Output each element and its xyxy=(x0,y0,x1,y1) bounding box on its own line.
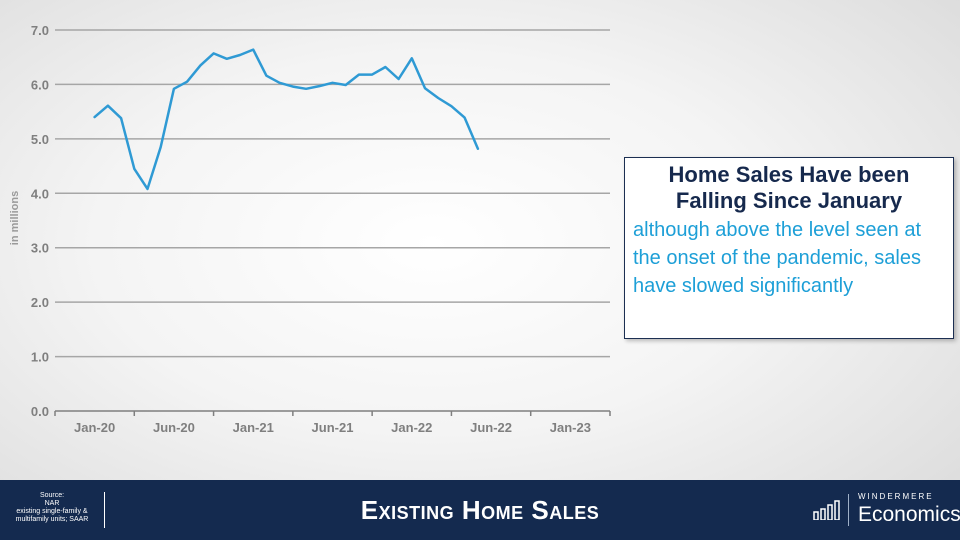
source-name: NAR xyxy=(44,500,60,507)
source-note: Source: NAR existing single-family & mul… xyxy=(0,492,104,524)
series-line xyxy=(93,48,480,191)
x-tick-label: Jun-22 xyxy=(470,420,512,435)
logo-wordmark-small: WINDERMERE xyxy=(858,492,934,501)
callout-body: although above the level seen at the ons… xyxy=(633,219,921,297)
x-tick-label: Jan-20 xyxy=(74,420,115,435)
x-tick-label: Jan-21 xyxy=(233,420,274,435)
y-tick-label: 5.0 xyxy=(31,132,49,147)
callout-title: Home Sales Have been Falling Since Janua… xyxy=(668,162,910,213)
source-divider xyxy=(104,492,105,528)
x-axis: Jan-20 Jun-20 Jan-21 Jun-21 Jan-22 Jun-22 Jan-… xyxy=(54,410,611,435)
bar-chart-logo-icon xyxy=(813,500,840,520)
x-tick-label: Jun-21 xyxy=(312,420,354,435)
y-axis-label: in millions xyxy=(9,191,21,245)
x-tick-label: Jan-22 xyxy=(391,420,432,435)
y-tick-label: 6.0 xyxy=(31,77,49,92)
y-tick-labels: 0.0 1.0 2.0 3.0 4.0 5.0 6.0 7.0 xyxy=(31,23,49,419)
logo-divider xyxy=(848,494,849,526)
slide-title: Existing Home Sales xyxy=(360,494,600,525)
line-chart: 0.01.02.03.04.05.06.07.0 Jan-20 Jun-20 Jan… xyxy=(9,23,611,435)
y-tick-label: 1.0 xyxy=(31,350,49,365)
y-tick-label: 2.0 xyxy=(31,295,49,310)
y-tick-label: 0.0 xyxy=(31,404,49,419)
logo-wordmark-big: Economics xyxy=(858,503,960,526)
gridlines xyxy=(55,29,610,358)
source-label: Source: xyxy=(39,492,65,499)
footer-bar: Source: NAR existing single-family & mul… xyxy=(0,480,960,540)
callout-box: Home Sales Have been Falling Since Janua… xyxy=(624,157,954,339)
x-tick-label: Jun-20 xyxy=(153,420,195,435)
y-tick-label: 3.0 xyxy=(31,241,49,256)
series-layer xyxy=(93,48,480,191)
source-detail: existing single-family & multifamily uni… xyxy=(15,508,89,523)
y-tick-label: 7.0 xyxy=(31,23,49,38)
y-tick-label: 4.0 xyxy=(31,186,49,201)
x-tick-label: Jan-23 xyxy=(550,420,591,435)
